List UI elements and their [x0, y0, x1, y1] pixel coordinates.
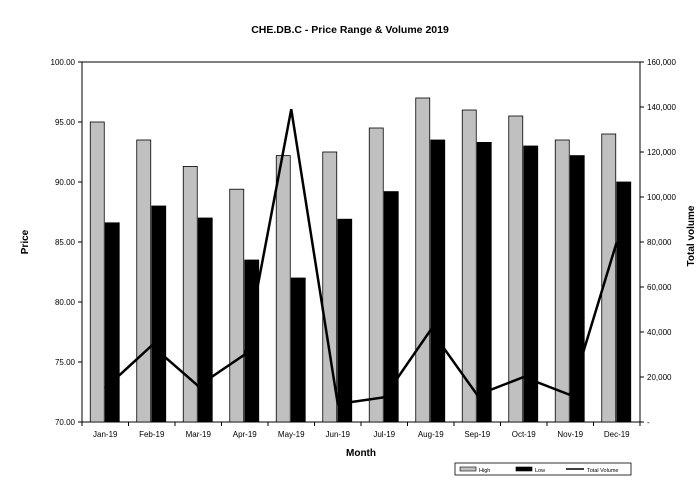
volume-line — [104, 109, 618, 406]
bar-high — [322, 151, 338, 423]
bar-low — [290, 277, 306, 423]
bar-high — [508, 115, 524, 423]
y-axis-title-left: Price — [20, 229, 31, 254]
x-tick-label: May-19 — [278, 430, 305, 439]
bar-low — [104, 222, 120, 423]
bar-high — [229, 188, 245, 423]
bar-series-group — [89, 97, 632, 423]
x-tick-label: Apr-19 — [233, 430, 258, 439]
legend-swatch-low — [515, 466, 533, 472]
x-tick-label: Jul-19 — [373, 430, 395, 439]
y-axis-left: 70.00 75.00 80.00 85.00 90.00 95.00 100.00 — [51, 58, 82, 427]
y-tick-label-left: 95.00 — [55, 118, 76, 127]
legend-swatch-high — [459, 466, 477, 472]
y-tick-label-right: - — [647, 418, 650, 427]
x-tick-label: Aug-19 — [418, 430, 444, 439]
bar-low — [569, 155, 585, 423]
x-axis-title: Month — [346, 448, 376, 459]
y-tick-label-left: 80.00 — [55, 298, 76, 307]
bar-high — [554, 139, 570, 423]
x-tick-label: Mar-19 — [186, 430, 212, 439]
y-tick-label-right: 120,000 — [647, 148, 676, 157]
bar-low — [523, 145, 539, 423]
x-tick-label: Jun-19 — [326, 430, 351, 439]
bar-high — [136, 139, 152, 423]
y-tick-label-right: 100,000 — [647, 193, 676, 202]
y-tick-label-right: 40,000 — [647, 328, 672, 337]
y-tick-label-left: 85.00 — [55, 238, 76, 247]
bar-high — [89, 121, 105, 423]
x-tick-label: Feb-19 — [139, 430, 165, 439]
x-tick-label: Sep-19 — [464, 430, 490, 439]
bar-low — [430, 139, 446, 423]
y-axis-title-right: Total volume — [686, 205, 697, 266]
legend-label-high: High — [479, 468, 490, 474]
bar-high — [182, 165, 198, 423]
legend-label-low: Low — [535, 468, 545, 474]
bar-low — [337, 218, 353, 423]
bar-low — [616, 181, 632, 423]
bar-low — [151, 205, 167, 423]
y-tick-label-left: 100.00 — [51, 58, 76, 67]
x-tick-label: Dec-19 — [604, 430, 630, 439]
legend-box — [454, 462, 632, 476]
x-axis: Jan-19 Feb-19 Mar-19 Apr-19 May-19 Jun-19 Jul-… — [81, 422, 641, 439]
bar-low — [197, 217, 213, 423]
bar-low — [476, 141, 492, 423]
bar-high — [415, 97, 431, 423]
chart-title: CHE.DB.C - Price Range & Volume 2019 — [251, 24, 449, 36]
bar-high — [275, 155, 291, 423]
y-tick-label-right: 140,000 — [647, 103, 676, 112]
bar-high — [601, 133, 617, 423]
x-tick-label: Nov-19 — [557, 430, 583, 439]
legend: High Low Total Volume — [454, 462, 632, 476]
y-axis-right: - 20,000 40,000 60,000 80,000 100,000 120,000 1… — [640, 58, 676, 427]
bar-high — [368, 127, 384, 423]
y-tick-label-left: 90.00 — [55, 178, 76, 187]
volume-line-group — [104, 109, 618, 406]
x-tick-label: Jan-19 — [93, 430, 118, 439]
y-tick-label-right: 80,000 — [647, 238, 672, 247]
y-tick-label-right: 160,000 — [647, 58, 676, 67]
y-tick-label-right: 60,000 — [647, 283, 672, 292]
y-tick-label-left: 75.00 — [55, 358, 76, 367]
y-tick-label-right: 20,000 — [647, 373, 672, 382]
bar-low — [383, 191, 399, 423]
bar-high — [461, 109, 477, 423]
y-tick-label-left: 70.00 — [55, 418, 76, 427]
legend-label-volume: Total Volume — [587, 468, 619, 474]
x-tick-label: Oct-19 — [512, 430, 537, 439]
